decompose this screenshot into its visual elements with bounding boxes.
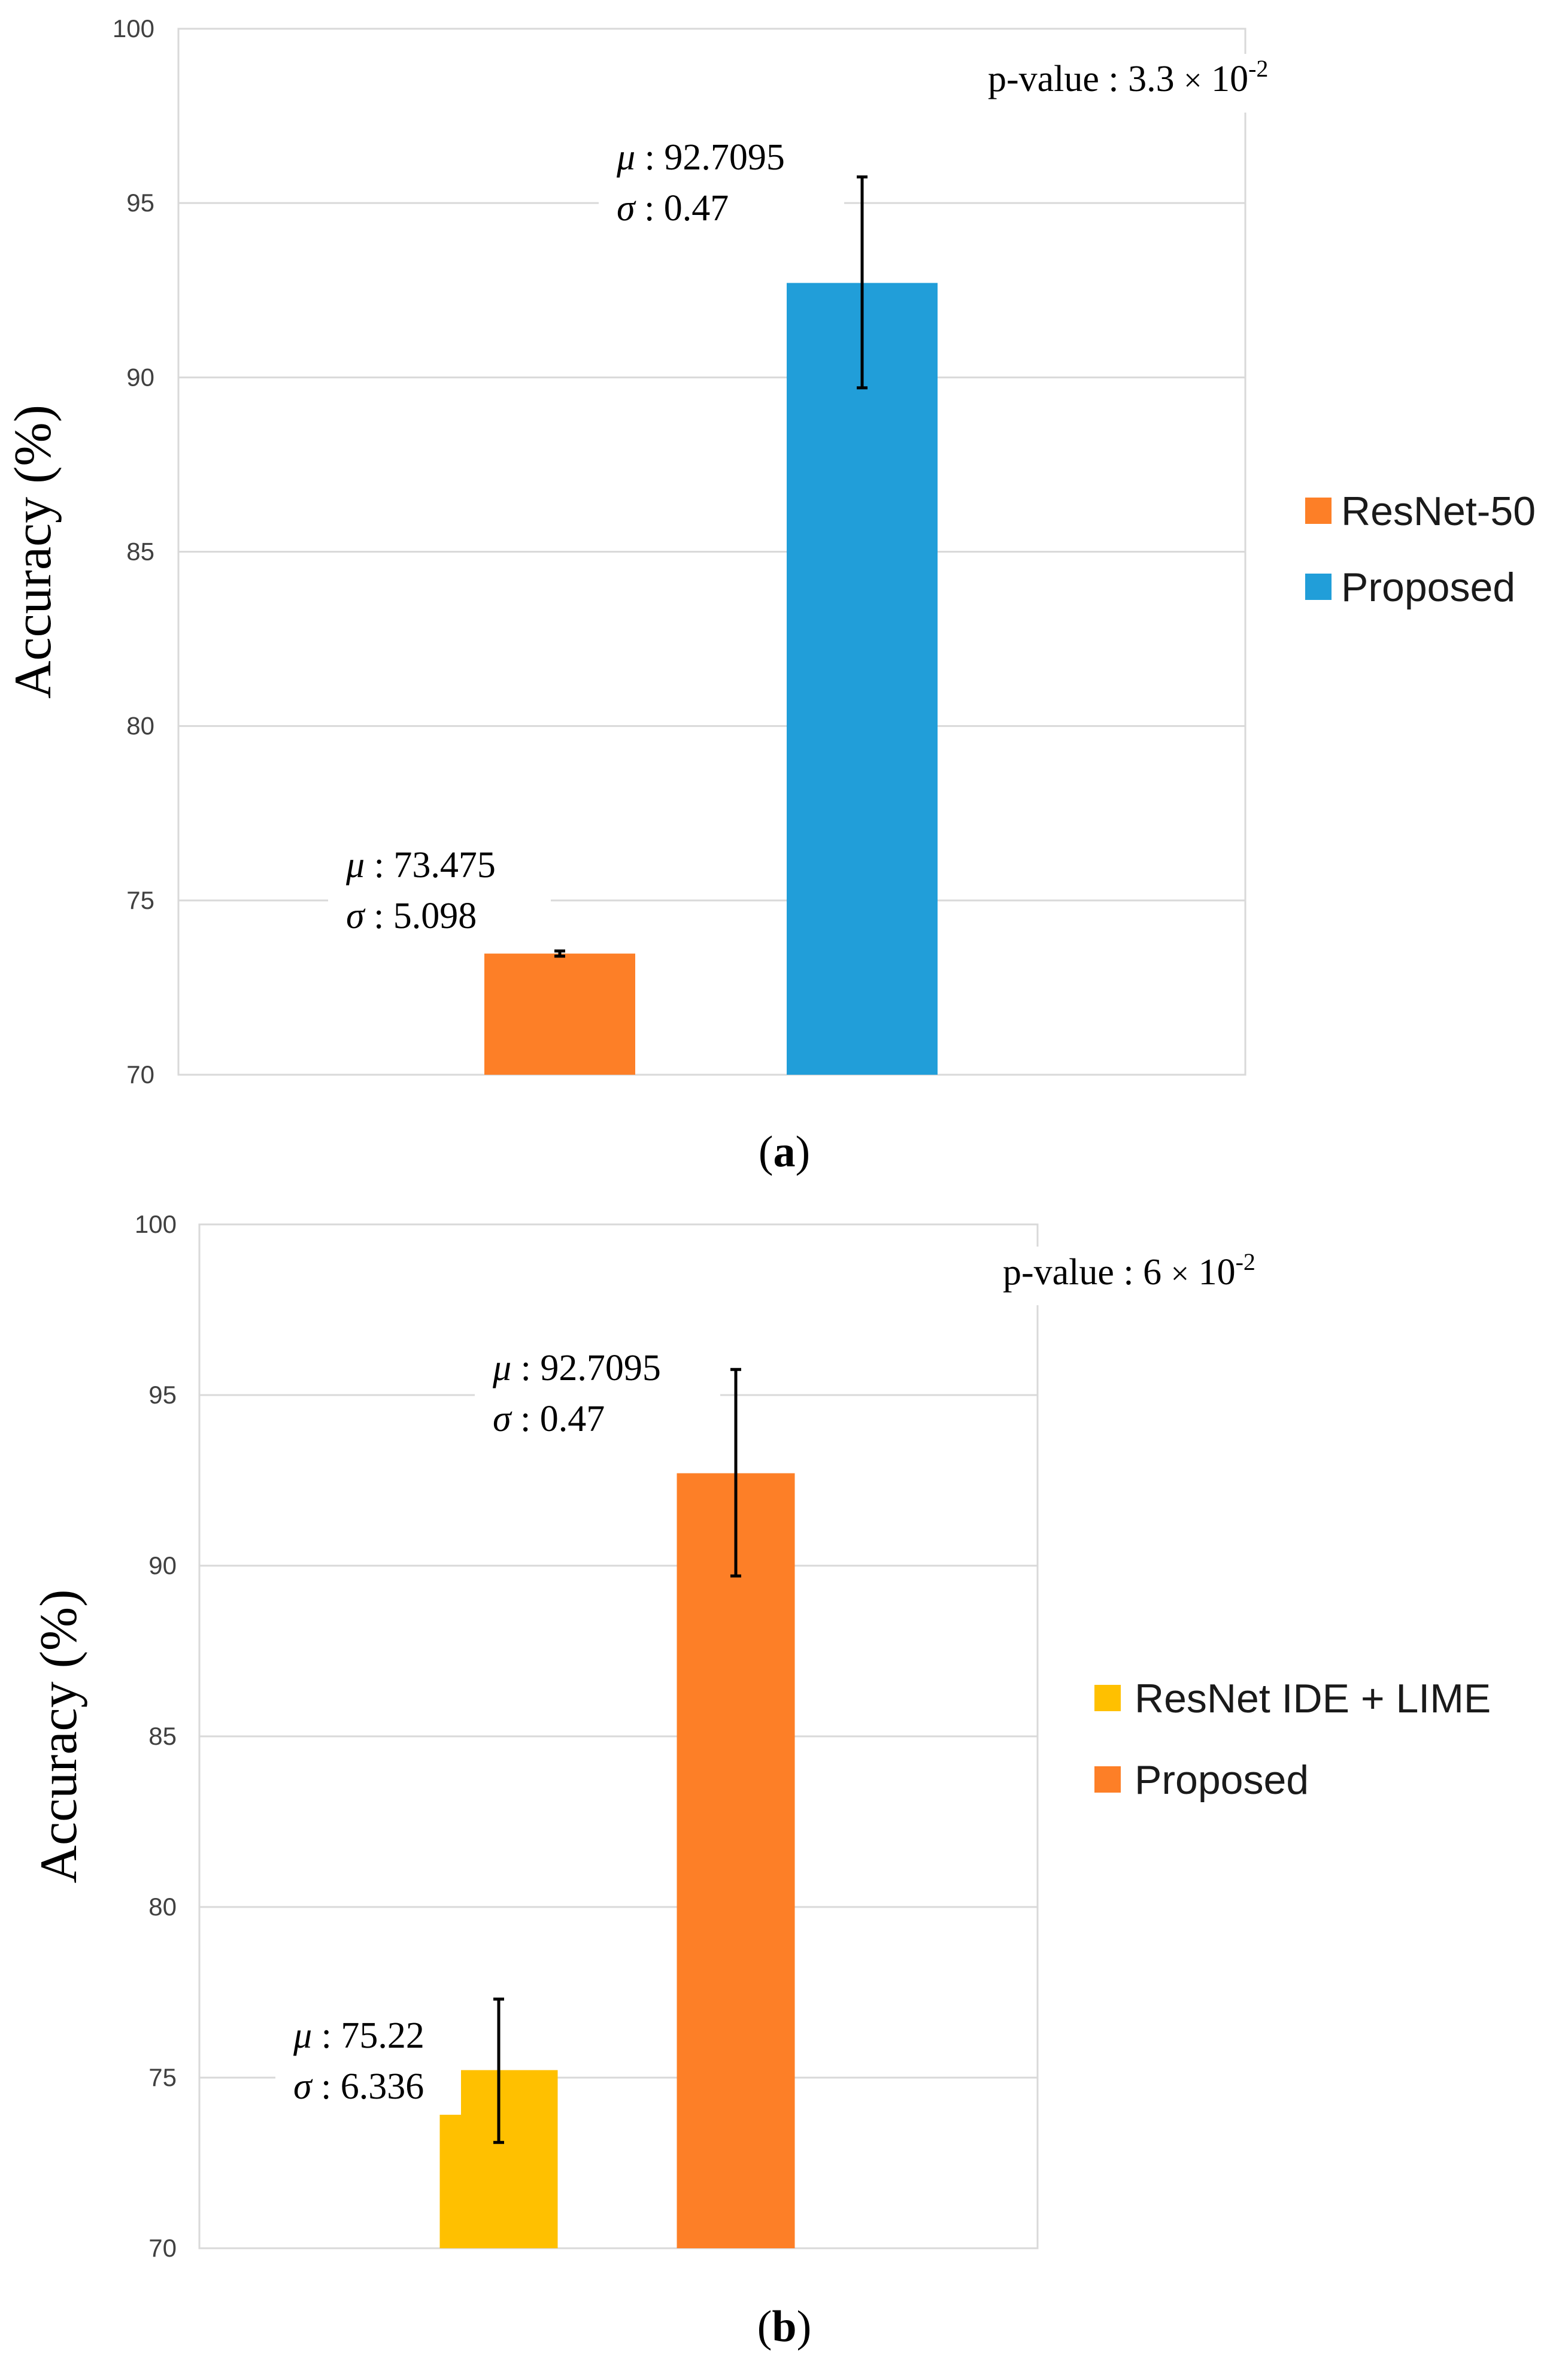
pvalue-label: p-value : 6 × 10-2 [1003,1248,1255,1293]
mu-value: : 92.7095 [635,137,785,178]
caption-open: ( [757,2302,772,2351]
pvalue-times: × [1184,62,1202,98]
plot-frame [198,1223,1039,2249]
annotation-mu: μ : 73.475 [345,845,496,886]
sigma-symbol: σ [293,2066,313,2107]
pvalue-base: 10 [1202,59,1249,99]
annotation-box [328,843,551,945]
y-tick-label: 85 [126,538,154,566]
mu-symbol: μ [492,1348,511,1388]
caption-letter: b [772,2302,796,2351]
mu-symbol: μ [616,137,635,178]
pvalue-times: × [1171,1256,1189,1291]
caption-letter: a [774,1127,796,1177]
pvalue-exponent: -2 [1248,55,1268,82]
y-tick-label: 75 [126,886,154,914]
pvalue-prefix: p-value : 3.3 [988,59,1184,99]
mu-symbol: μ [293,2015,312,2056]
plot-frame [177,28,1246,1076]
mu-symbol: μ [345,845,365,886]
y-tick-label: 80 [148,1893,177,1921]
mu-value: : 73.475 [365,845,496,886]
legend-label: ResNet IDE + LIME [1135,1676,1491,1721]
legend-swatch [1094,1685,1121,1711]
legend-swatch [1305,498,1332,524]
legend-swatch [1094,1766,1121,1793]
y-tick-label: 100 [135,1210,177,1238]
bar-proposed [787,283,938,1075]
legend-label: Proposed [1135,1757,1309,1803]
panel-caption: (a) [759,1127,810,1177]
annotation-sigma: σ : 5.098 [346,896,477,936]
sigma-value: : 0.47 [635,188,729,229]
pvalue-base: 10 [1189,1252,1236,1293]
sigma-value: : 6.336 [312,2066,424,2107]
pvalue-exponent: -2 [1236,1248,1255,1275]
y-tick-label: 85 [148,1722,177,1750]
legend-label: Proposed [1341,565,1515,610]
y-tick-label: 90 [126,363,154,391]
sigma-value: : 0.47 [511,1399,605,1439]
annotation-box [599,133,844,235]
bar-resnet-50 [484,953,635,1075]
y-tick-label: 70 [148,2234,177,2262]
annotation-sigma: σ : 6.336 [293,2066,424,2107]
sigma-symbol: σ [493,1399,512,1439]
sigma-value: : 5.098 [365,896,477,936]
annotation-sigma: σ : 0.47 [617,188,729,229]
y-tick-label: 70 [126,1060,154,1089]
annotation-mu: μ : 75.22 [293,2015,424,2056]
sigma-symbol: σ [617,188,636,229]
caption-open: ( [759,1127,774,1177]
y-tick-label: 95 [148,1381,177,1409]
y-tick-label: 75 [148,2063,177,2091]
sigma-symbol: σ [346,896,366,936]
annotation-box [275,2013,461,2115]
panel-caption: (b) [757,2302,811,2351]
y-tick-label: 90 [148,1551,177,1579]
y-tick-label: 95 [126,189,154,217]
legend-swatch [1305,574,1332,600]
pvalue-prefix: p-value : 6 [1003,1252,1171,1293]
y-tick-label: 80 [126,712,154,740]
annotation-mu: μ : 92.7095 [492,1348,661,1388]
y-axis-label: Accuracy (%) [4,405,62,699]
legend-label: ResNet-50 [1341,489,1536,534]
annotation-box [475,1344,720,1446]
caption-close: ) [796,1127,811,1177]
pvalue-box [997,1247,1320,1305]
pvalue-label: p-value : 3.3 × 10-2 [988,55,1268,99]
mu-value: : 92.7095 [511,1348,661,1388]
y-axis-label: Accuracy (%) [30,1589,88,1883]
y-tick-label: 100 [113,14,154,43]
caption-close: ) [797,2302,812,2351]
pvalue-box [982,54,1335,113]
annotation-sigma: σ : 0.47 [493,1399,605,1439]
annotation-mu: μ : 92.7095 [616,137,785,178]
bar-proposed [677,1473,795,2248]
mu-value: : 75.22 [312,2015,424,2056]
